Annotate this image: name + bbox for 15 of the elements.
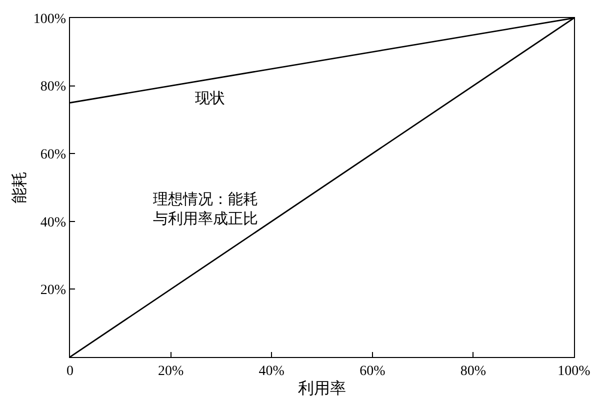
x-tick-label: 40%: [258, 364, 285, 379]
y-tick-label: 60%: [40, 148, 66, 162]
y-tick-label: 40%: [40, 215, 66, 230]
y-axis-title: 能耗: [10, 172, 28, 204]
x-axis-title: 利用率: [298, 380, 346, 398]
series-label: 理想情况：能耗与利用率成正比: [153, 191, 258, 228]
x-tick-label: 80%: [460, 364, 486, 379]
x-tick-label: 60%: [360, 364, 386, 379]
y-tick-label: 20%: [40, 283, 66, 298]
series-label: 现状: [195, 90, 225, 107]
x-tick-label: 0: [66, 364, 74, 379]
x-tick-label: 20%: [158, 364, 184, 379]
y-tick-label: 80%: [40, 80, 66, 95]
x-tick-label: 100%: [558, 364, 591, 379]
y-tick-label: 100%: [33, 12, 66, 27]
